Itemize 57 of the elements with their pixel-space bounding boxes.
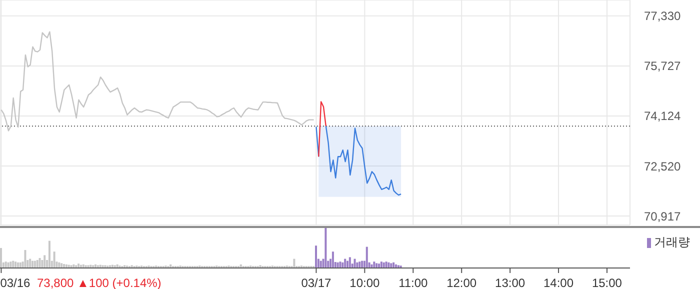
line-series: [0, 31, 314, 132]
x-tick-label: 03/16: [0, 276, 31, 289]
bar: [346, 260, 348, 268]
bar: [380, 262, 382, 268]
bar: [361, 260, 364, 268]
x-tick-label: 15:00: [592, 276, 622, 289]
bar: [75, 265, 78, 268]
x-tick-label: 13:00: [495, 276, 526, 289]
x-tick-label: 11:00: [398, 276, 428, 289]
bar: [32, 260, 34, 268]
y-tick-label: 77,330: [644, 9, 682, 24]
bar: [114, 265, 116, 268]
x-tick-label: 10:00: [350, 276, 380, 289]
bar: [348, 257, 351, 268]
bar: [60, 263, 63, 268]
bar: [44, 255, 46, 268]
bar: [390, 263, 392, 268]
bar: [84, 265, 87, 268]
bar: [320, 260, 322, 268]
bar: [96, 265, 99, 268]
bar: [385, 262, 388, 268]
bar: [332, 252, 334, 268]
y-tick-label: 70,917: [644, 209, 682, 224]
bar: [324, 228, 327, 268]
bar: [358, 262, 361, 268]
x-tick-label: 14:00: [544, 276, 574, 289]
bar: [397, 265, 400, 268]
bar: [0, 248, 2, 268]
text: 거래량: [654, 234, 690, 251]
bar: [48, 240, 50, 268]
bar: [29, 258, 32, 268]
bar: [34, 260, 36, 268]
x-tick-label: 03/17: [301, 276, 332, 289]
bar: [315, 246, 317, 268]
bar: [4, 262, 7, 268]
bar: [92, 265, 94, 268]
bar: [339, 262, 342, 268]
bar: [373, 262, 376, 268]
bar: [53, 252, 56, 268]
y-tick-label: 74,124: [644, 109, 682, 124]
bar: [12, 260, 14, 268]
bar: [124, 265, 126, 268]
bar: [378, 264, 380, 268]
bar: [24, 250, 26, 268]
bar: [366, 246, 368, 268]
y-tick-label: 72,520: [644, 159, 682, 174]
x-tick-label: 12:00: [446, 276, 477, 289]
bar: [344, 258, 346, 268]
bar: [10, 262, 12, 268]
bar: [130, 265, 133, 268]
bar: [376, 263, 378, 268]
bar: [36, 260, 38, 268]
bar: [104, 265, 106, 268]
y-tick-label: 75,727: [644, 59, 682, 74]
bar: [354, 258, 356, 268]
line-series: [318, 101, 327, 158]
bar: [293, 258, 296, 268]
